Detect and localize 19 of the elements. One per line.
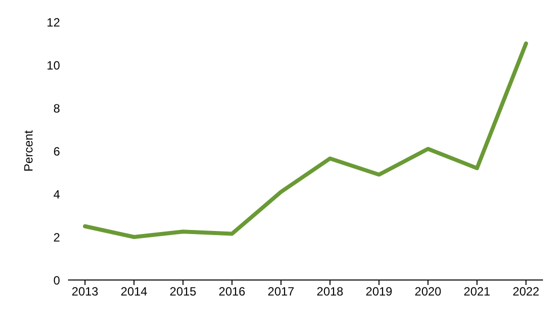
line-series <box>83 42 528 239</box>
y-tick-label: 2 <box>53 230 60 244</box>
x-tick-label: 2013 <box>72 284 99 299</box>
x-tick-label: 2020 <box>414 284 442 299</box>
y-axis-title: Percent <box>21 130 36 172</box>
y-tick-label: 10 <box>46 58 60 72</box>
y-tick-label: 8 <box>53 101 60 116</box>
y-tick-label: 0 <box>53 273 60 288</box>
x-tick-label: 2019 <box>366 284 393 299</box>
x-tick-label: 2015 <box>170 284 197 299</box>
x-tick-label: 2022 <box>512 284 540 299</box>
x-tick-label: 2017 <box>268 284 295 299</box>
y-tick-label: 4 <box>53 187 60 202</box>
x-tick-label: 2018 <box>316 284 344 299</box>
x-tick-label: 2021 <box>464 284 491 299</box>
y-tick-label: 6 <box>53 144 60 158</box>
y-tick-label: 12 <box>46 15 60 30</box>
x-tick-label: 2014 <box>120 284 148 299</box>
x-tick-label: 2016 <box>218 284 246 299</box>
